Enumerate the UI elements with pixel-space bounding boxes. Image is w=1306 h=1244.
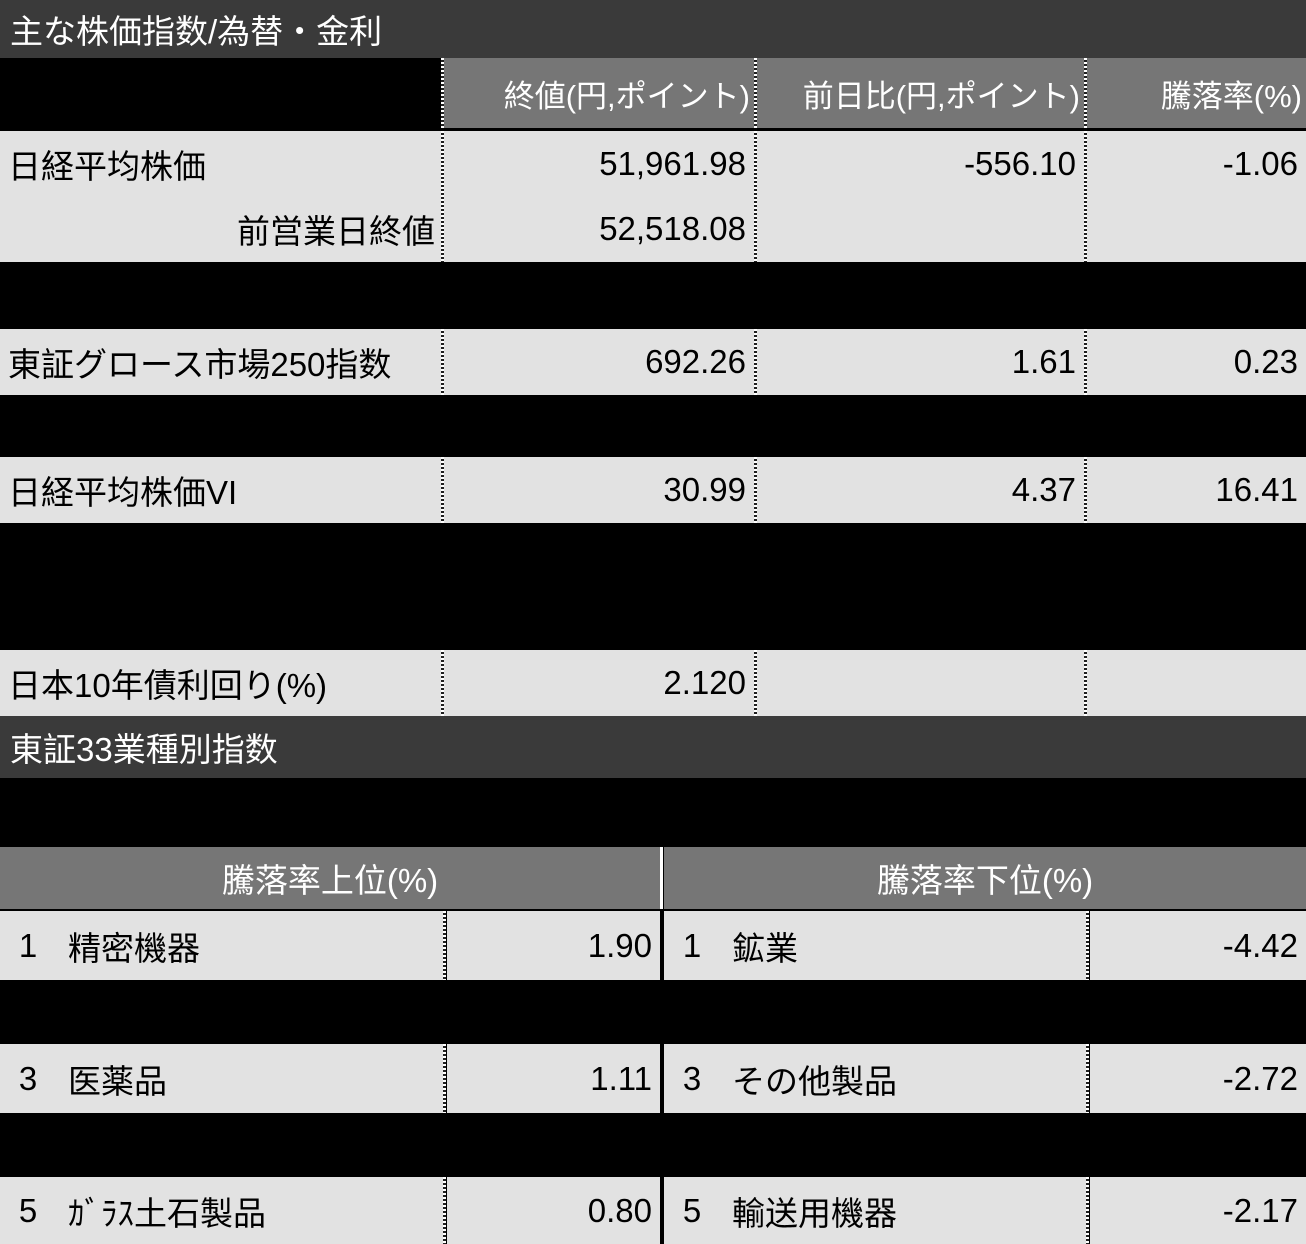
loser-name-2: 3 その他製品 (664, 1044, 1087, 1113)
table-row: 日経平均株価VI 30.99 4.37 16.41 (0, 457, 1306, 523)
loser-value-3: -2.17 (1090, 1177, 1306, 1244)
column-divider (1084, 650, 1087, 716)
ranking-center-divider (660, 1177, 663, 1244)
gainer-label-3: ｶﾞﾗｽ土石製品 (68, 1194, 266, 1232)
gainer-value-2: 1.11 (447, 1044, 660, 1113)
gainer-value-1: 1.90 (447, 911, 660, 980)
column-divider (1084, 58, 1087, 128)
row-close-nikkei: 51,961.98 (444, 131, 754, 196)
row-close-jgb10y: 2.120 (444, 650, 754, 716)
loser-label-3: 輸送用機器 (732, 1194, 897, 1232)
list-item: 1 精密機器 1.90 1 鉱業 -4.42 (0, 911, 1306, 980)
column-divider (1086, 1044, 1089, 1113)
column-divider (754, 650, 757, 716)
row-label-growth250: 東証グロース市場250指数 (0, 329, 443, 395)
column-divider (754, 58, 757, 128)
column-header-change: 前日比(円,ポイント) (757, 58, 1084, 128)
column-divider (441, 650, 444, 716)
column-divider (754, 329, 757, 395)
gainer-name-2: 3 医薬品 (0, 1044, 443, 1113)
row-pct-nikkei: -1.06 (1087, 131, 1306, 196)
column-divider (1084, 457, 1087, 523)
gainer-label-1: 精密機器 (68, 929, 200, 967)
ranking-header-gainers: 騰落率上位(%) (0, 847, 660, 909)
row-label-nikkei-vi: 日経平均株価VI (0, 457, 443, 523)
row-label-jgb10y: 日本10年債利回り(%) (0, 650, 443, 716)
gainer-label-2: 医薬品 (68, 1062, 167, 1100)
table-row: 日本10年債利回り(%) 2.120 (0, 650, 1306, 716)
table-row: 日経平均株価 51,961.98 -556.10 -1.06 (0, 131, 1306, 196)
row-pct-growth250: 0.23 (1087, 329, 1306, 395)
ranking-center-divider (660, 1044, 663, 1113)
loser-rank-2: 3 (682, 1059, 702, 1097)
column-header-pct: 騰落率(%) (1087, 58, 1306, 128)
gainer-rank-3: 5 (18, 1191, 38, 1229)
column-divider (1086, 1177, 1089, 1244)
column-divider (754, 457, 757, 523)
loser-label-1: 鉱業 (732, 929, 798, 967)
ranking-header-losers: 騰落率下位(%) (664, 847, 1306, 909)
ranking-header-row: 騰落率上位(%) 騰落率下位(%) (0, 847, 1306, 909)
row-change-nikkei: -556.10 (757, 131, 1084, 196)
loser-rank-3: 5 (682, 1191, 702, 1229)
gainer-rank-1: 1 (18, 926, 38, 964)
section-title-sectors: 東証33業種別指数 (0, 716, 1306, 778)
row-close-nikkei-vi: 30.99 (444, 457, 754, 523)
row-label-prev-close: 前営業日終値 (0, 196, 443, 262)
table-row: 前営業日終値 52,518.08 (0, 196, 1306, 262)
row-change-nikkei-vi: 4.37 (757, 457, 1084, 523)
gainer-rank-2: 3 (18, 1059, 38, 1097)
column-divider (754, 131, 757, 262)
loser-rank-1: 1 (682, 926, 702, 964)
column-divider (1086, 911, 1089, 980)
row-change-growth250: 1.61 (757, 329, 1084, 395)
table-row: 東証グロース市場250指数 692.26 1.61 0.23 (0, 329, 1306, 395)
loser-label-2: その他製品 (732, 1062, 897, 1100)
column-divider (443, 1177, 446, 1244)
indices-column-header-row: 終値(円,ポイント) 前日比(円,ポイント) 騰落率(%) (0, 58, 1306, 128)
gainer-value-3: 0.80 (447, 1177, 660, 1244)
row-label-nikkei: 日経平均株価 (0, 131, 443, 196)
row-pct-prev-close (1087, 196, 1306, 262)
list-item: 3 医薬品 1.11 3 その他製品 -2.72 (0, 1044, 1306, 1113)
row-pct-nikkei-vi: 16.41 (1087, 457, 1306, 523)
column-header-close: 終値(円,ポイント) (444, 58, 754, 128)
column-divider (443, 1044, 446, 1113)
section-title-indices-text: 主な株価指数/為替・金利 (10, 13, 383, 50)
row-close-prev-close: 52,518.08 (444, 196, 754, 262)
loser-value-2: -2.72 (1090, 1044, 1306, 1113)
row-close-growth250: 692.26 (444, 329, 754, 395)
column-divider (441, 457, 444, 523)
list-item: 5 ｶﾞﾗｽ土石製品 0.80 5 輸送用機器 -2.17 (0, 1177, 1306, 1244)
loser-value-1: -4.42 (1090, 911, 1306, 980)
gainer-name-3: 5 ｶﾞﾗｽ土石製品 (0, 1177, 443, 1244)
column-divider (1084, 131, 1087, 262)
row-change-jgb10y (757, 650, 1084, 716)
loser-name-3: 5 輸送用機器 (664, 1177, 1087, 1244)
row-change-prev-close (757, 196, 1084, 262)
column-divider (1084, 329, 1087, 395)
ranking-center-divider (660, 847, 663, 909)
column-divider (441, 329, 444, 395)
section-title-indices: 主な株価指数/為替・金利 (0, 0, 1306, 58)
column-divider (441, 131, 444, 262)
ranking-center-divider (660, 911, 663, 980)
row-pct-jgb10y (1087, 650, 1306, 716)
gainer-name-1: 1 精密機器 (0, 911, 443, 980)
column-divider (441, 58, 444, 128)
column-divider (443, 911, 446, 980)
section-title-sectors-text: 東証33業種別指数 (10, 731, 278, 768)
loser-name-1: 1 鉱業 (664, 911, 1087, 980)
